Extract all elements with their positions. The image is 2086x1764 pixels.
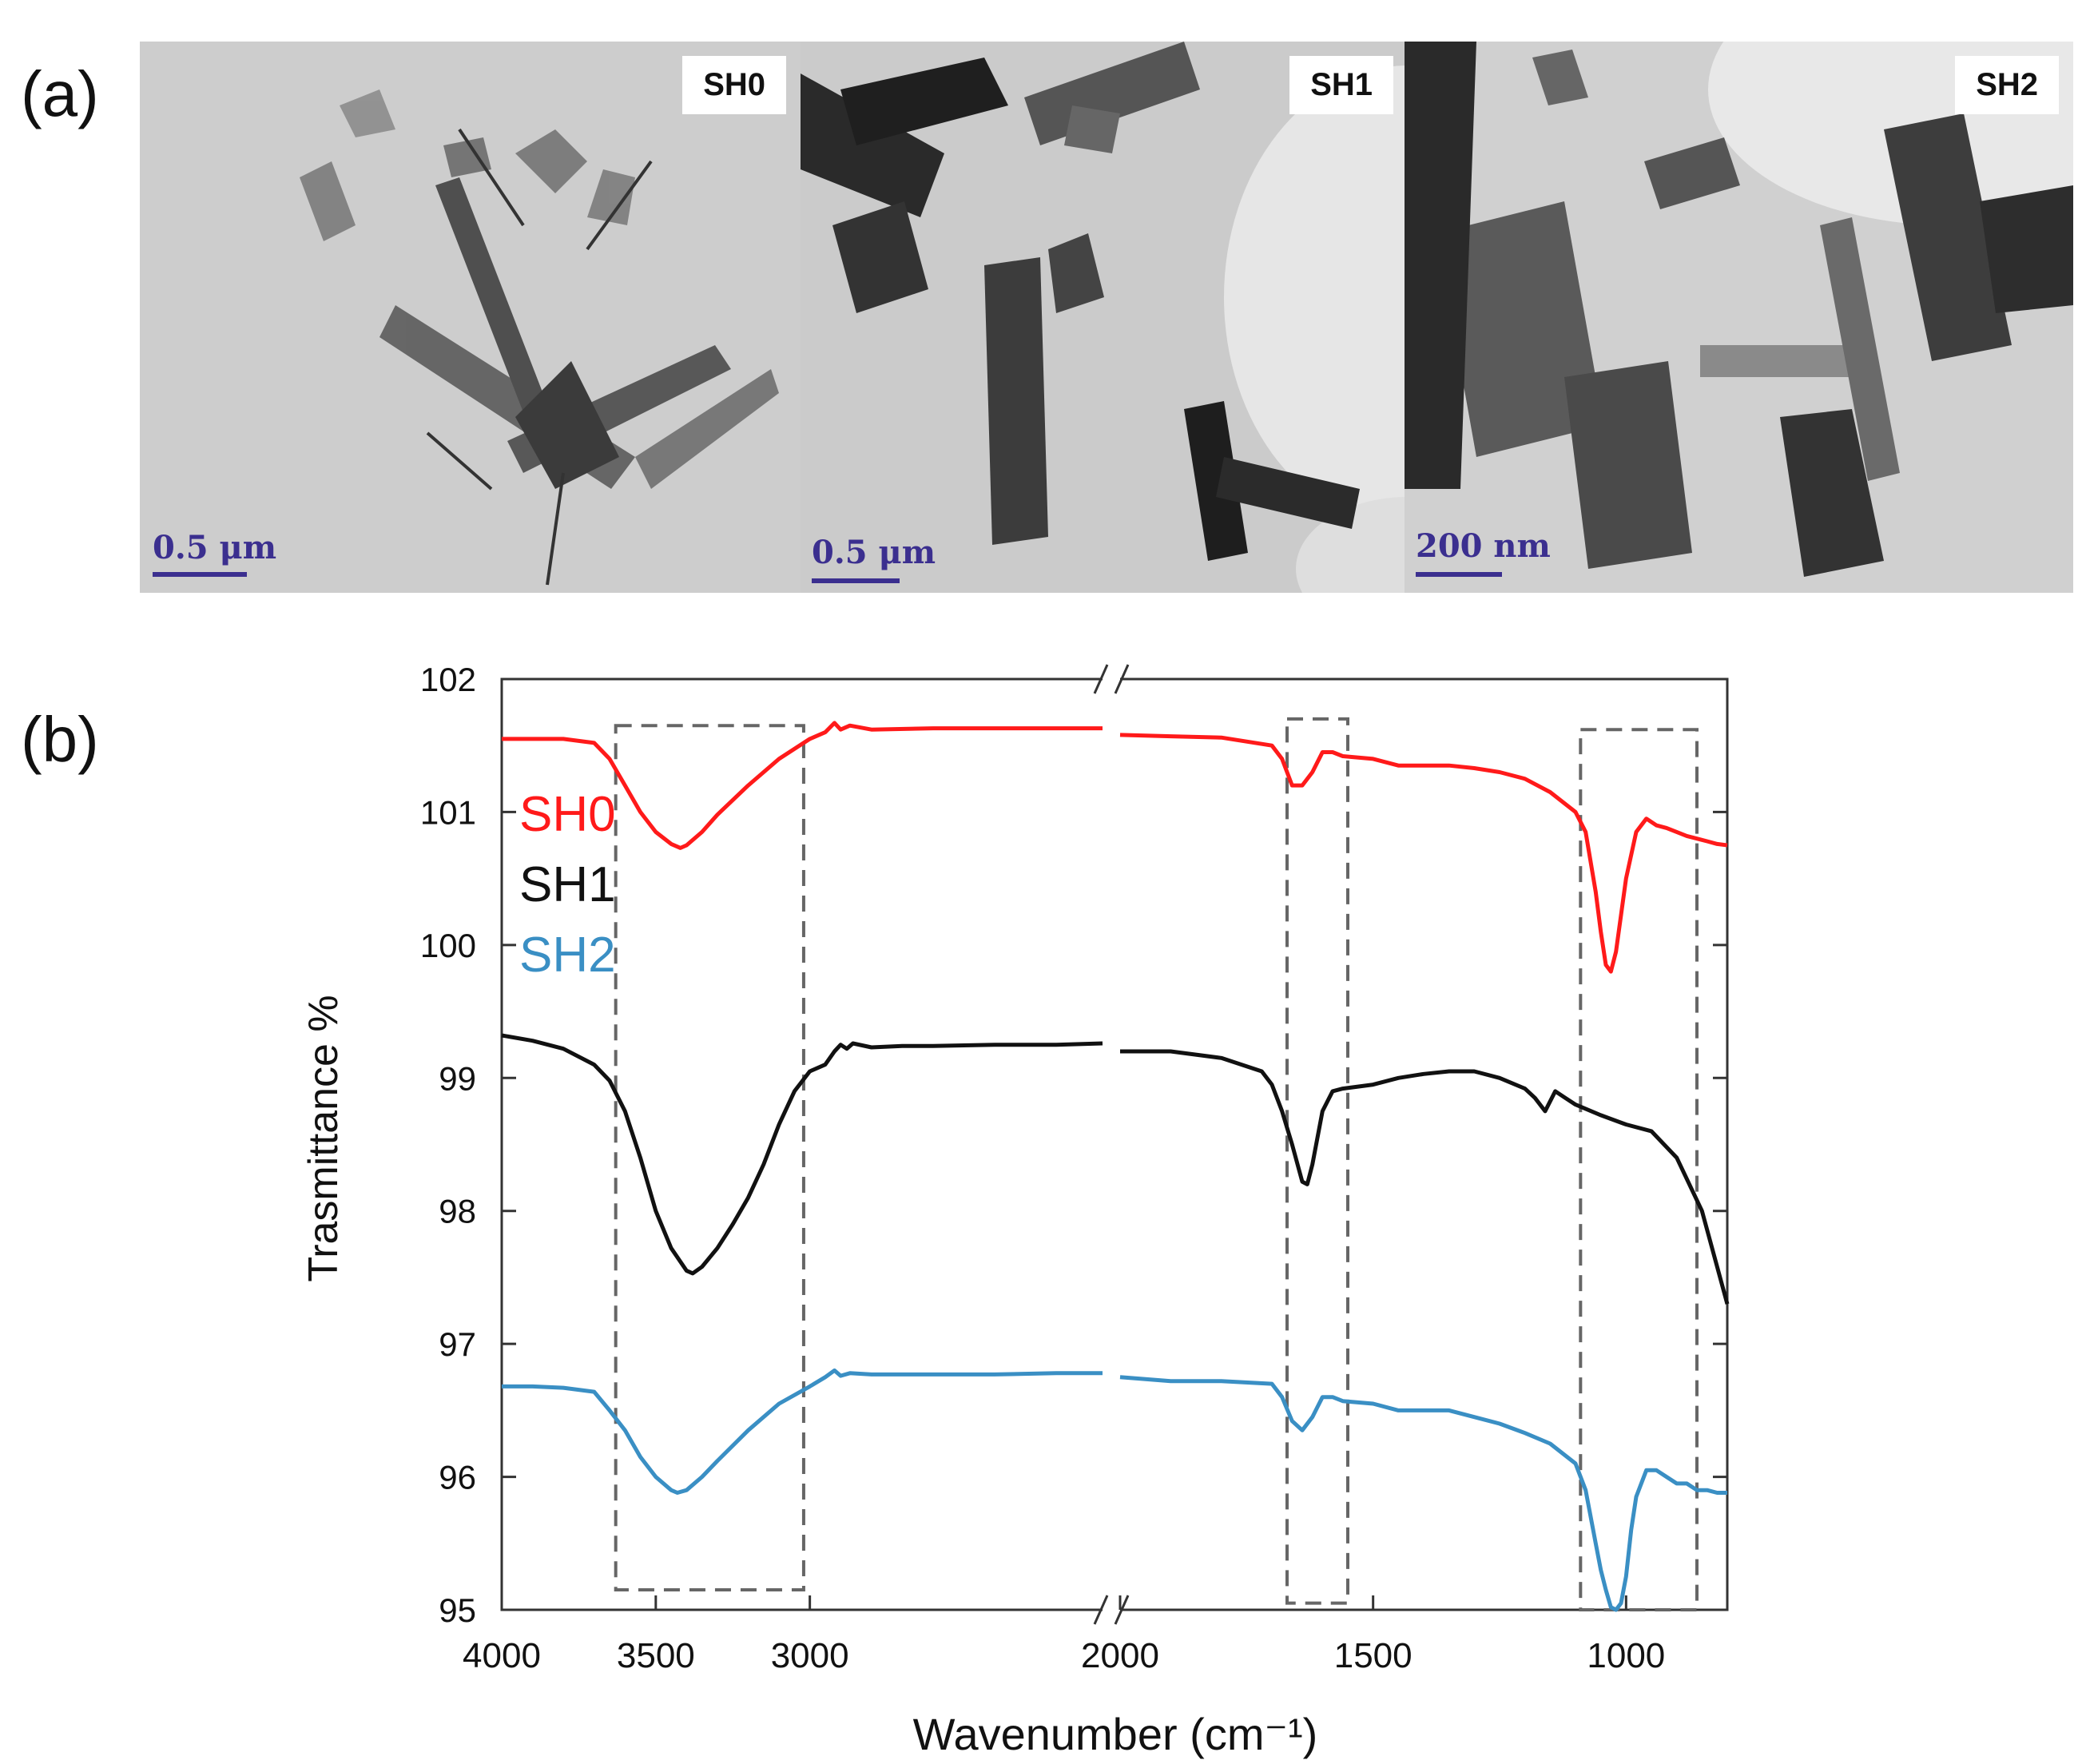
panel-label-a: (a) (21, 58, 99, 129)
series-line-sh0 (502, 721, 1103, 850)
x-tick-label: 2000 (1081, 1636, 1159, 1675)
tem-scale-label: 200 nm (1416, 527, 1551, 565)
tem-scale-bar (153, 572, 247, 577)
x-tick-label: 3000 (771, 1636, 849, 1675)
y-tick-label: 99 (439, 1059, 476, 1097)
series-line-sh1 (501, 1033, 1103, 1276)
axis-break-mark (1114, 664, 1130, 694)
y-tick-label: 96 (439, 1459, 476, 1496)
highlight-region (1285, 717, 1349, 1605)
axes-group: 4000 3500 3000 2000 1500 1000 95 96 97 98 99 100 101… (420, 661, 1727, 1675)
x-axis-label: Wavenumber (cm⁻¹) (913, 1709, 1318, 1759)
legend-item-sh2: SH2 (519, 928, 616, 983)
legend-item-sh0: SH0 (519, 787, 616, 842)
y-tick-label: 95 (439, 1591, 476, 1629)
series-group (501, 721, 1730, 1612)
tem-scale-bar (812, 578, 900, 583)
x-tick-label: 4000 (463, 1636, 541, 1675)
series-line-sh2 (1119, 1375, 1727, 1612)
panel-label-b: (b) (21, 704, 99, 775)
tem-sample-label: SH2 (1955, 56, 2059, 114)
tem-scale-label: 0.5 μm (153, 529, 277, 566)
y-tick-label: 101 (420, 793, 476, 831)
legend: SH0 SH1 SH2 (519, 787, 616, 983)
y-tick-label: 97 (439, 1325, 476, 1363)
tem-scale-bar (1416, 572, 1502, 577)
tem-image-sh0: SH0 0.5 μm (140, 42, 801, 593)
axis-break-mark (1093, 1595, 1109, 1625)
y-tick-label: 100 (420, 927, 476, 964)
y-axis-label: Trasmittance % (300, 995, 347, 1281)
x-tick-label: 1500 (1334, 1636, 1413, 1675)
y-tick-label: 102 (420, 661, 476, 698)
tem-micrograph-sh2 (1405, 42, 2073, 593)
highlight-region (614, 724, 805, 1592)
legend-item-sh1: SH1 (519, 857, 616, 912)
plot-frame (500, 664, 1729, 1625)
highlight-region (1579, 728, 1699, 1612)
y-tick-label: 98 (439, 1193, 476, 1230)
highlight-regions (614, 717, 1699, 1612)
series-line-sh2 (502, 1368, 1103, 1495)
tem-sample-label: SH1 (1289, 56, 1393, 114)
tem-image-sh2: SH2 200 nm (1405, 42, 2073, 593)
x-tick-label: 1000 (1587, 1636, 1665, 1675)
x-tick-label: 3500 (617, 1636, 695, 1675)
axis-break-gap (1103, 674, 1120, 1615)
axis-break-mark (1114, 1595, 1130, 1625)
series-line-sh0 (1119, 733, 1728, 974)
tem-scale-label: 0.5 μm (812, 534, 936, 571)
axis-break-mark (1093, 664, 1109, 694)
tem-micrograph-sh1 (801, 42, 1405, 593)
series-line-sh1 (1120, 1049, 1730, 1305)
tem-micrograph-sh0 (140, 42, 801, 593)
tem-sample-label: SH0 (682, 56, 786, 114)
tem-image-sh1: SH1 0.5 μm (801, 42, 1405, 593)
